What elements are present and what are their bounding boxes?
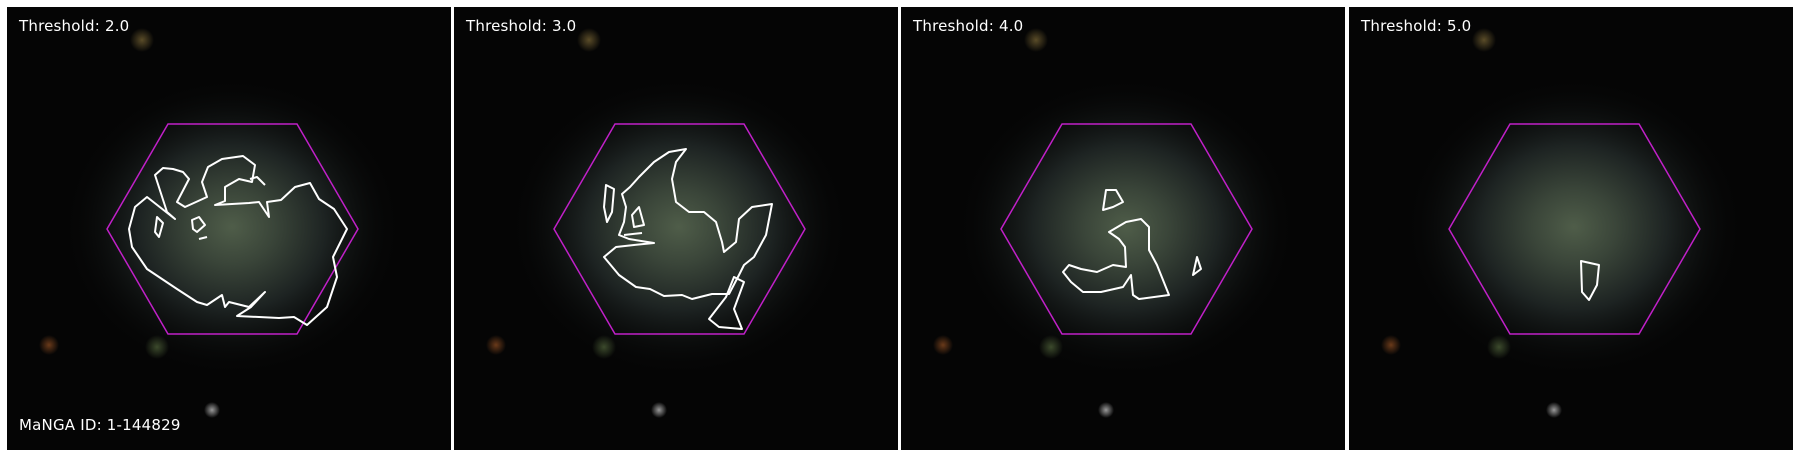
manga-id-label: MaNGA ID: 1-144829	[19, 416, 181, 434]
contour-lines	[1580, 260, 1600, 301]
ifu-hexagon	[553, 123, 806, 335]
threshold-label: Threshold: 5.0	[1361, 17, 1472, 35]
threshold-panel-5: Threshold: 5.0	[1349, 7, 1793, 450]
galaxy-image	[454, 7, 898, 450]
contour-lines	[128, 155, 348, 326]
threshold-panel-2: Threshold: 2.0 MaNGA ID: 1-144829	[7, 7, 451, 450]
threshold-label: Threshold: 3.0	[466, 17, 577, 35]
galaxy-image	[7, 7, 451, 450]
ifu-hexagon	[1000, 123, 1253, 335]
galaxy-image	[1349, 7, 1793, 450]
contour-lines	[1062, 189, 1202, 300]
threshold-label: Threshold: 2.0	[19, 17, 130, 35]
threshold-panel-4: Threshold: 4.0	[901, 7, 1345, 450]
contour-lines	[603, 148, 773, 330]
threshold-panel-3: Threshold: 3.0	[454, 7, 898, 450]
threshold-label: Threshold: 4.0	[913, 17, 1024, 35]
galaxy-image	[901, 7, 1345, 450]
ifu-hexagon	[1448, 123, 1701, 335]
ifu-hexagon	[106, 123, 359, 335]
